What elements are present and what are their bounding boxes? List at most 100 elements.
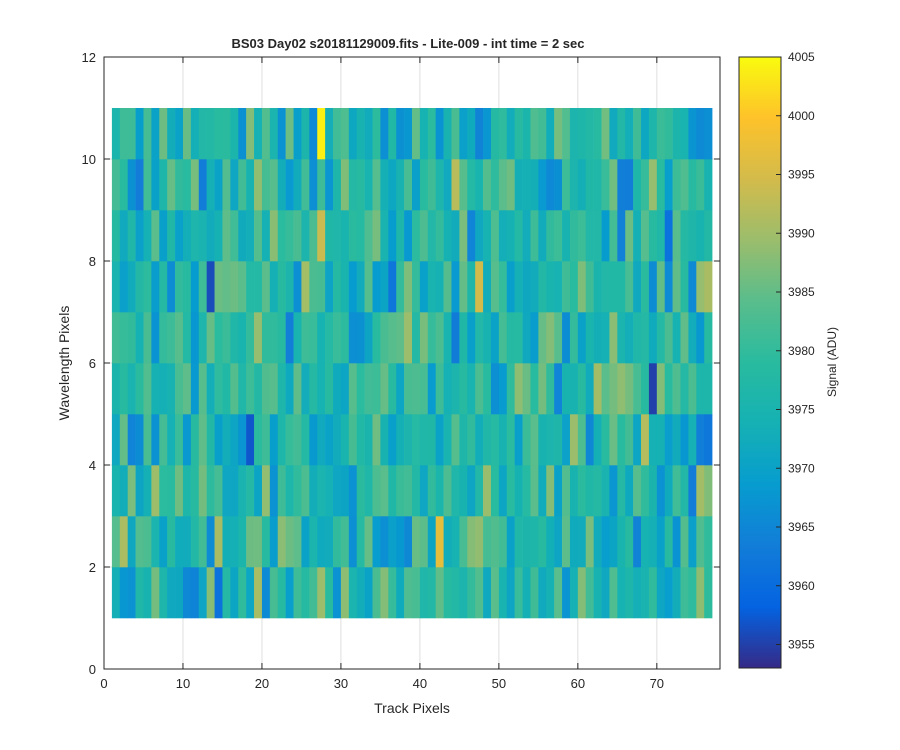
heatmap-cell: [601, 108, 610, 160]
heatmap-cell: [467, 210, 476, 262]
heatmap-cell: [206, 465, 215, 517]
heatmap-cell: [419, 159, 429, 211]
heatmap-cell: [111, 261, 121, 313]
heatmap-cell: [648, 108, 658, 160]
heatmap-cell: [404, 567, 413, 619]
heatmap-cell: [554, 363, 563, 415]
heatmap-cell: [293, 210, 302, 262]
heatmap-cell: [656, 414, 666, 466]
heatmap-cell: [546, 312, 555, 364]
heatmap-cell: [562, 108, 571, 160]
heatmap-cell: [198, 363, 207, 415]
heatmap-cell: [151, 465, 160, 517]
heatmap-cell: [340, 261, 350, 313]
heatmap-cell: [293, 363, 302, 415]
heatmap-cell: [261, 363, 271, 415]
heatmap-cell: [404, 363, 413, 415]
heatmap-cell: [435, 312, 444, 364]
heatmap-cell: [506, 465, 515, 517]
heatmap-cell: [625, 567, 634, 619]
heatmap-cell: [459, 159, 468, 211]
heatmap-cell: [617, 363, 626, 415]
heatmap-cell: [680, 312, 689, 364]
heatmap-cell: [175, 210, 184, 262]
y-tick-label: 12: [82, 50, 96, 65]
heatmap-cell: [388, 363, 397, 415]
heatmap-cell: [159, 210, 168, 262]
y-tick-label: 10: [82, 152, 96, 167]
heatmap-cell: [175, 567, 184, 619]
heatmap-cell: [198, 108, 207, 160]
heatmap-cell: [190, 516, 200, 568]
heatmap-cell: [167, 159, 176, 211]
heatmap-cell: [230, 108, 239, 160]
heatmap-cell: [585, 567, 594, 619]
heatmap-cell: [190, 414, 200, 466]
heatmap-cell: [443, 108, 452, 160]
heatmap-cell: [530, 261, 539, 313]
heatmap-cell: [483, 159, 492, 211]
heatmap-cell: [562, 567, 571, 619]
heatmap-cell: [111, 108, 121, 160]
heatmap-cell: [293, 516, 302, 568]
heatmap-cell: [483, 210, 492, 262]
heatmap-cell: [143, 159, 152, 211]
heatmap-cell: [348, 261, 358, 313]
colorbar-tick-label: 3985: [788, 285, 815, 299]
heatmap-cell: [696, 159, 705, 211]
heatmap-cell: [301, 465, 310, 517]
heatmap-cell: [593, 261, 602, 313]
heatmap-cell: [285, 465, 294, 517]
heatmap-cell: [412, 108, 421, 160]
heatmap-cell: [467, 108, 476, 160]
heatmap-cell: [459, 465, 468, 517]
heatmap-cell: [348, 159, 358, 211]
heatmap-cell: [254, 414, 263, 466]
heatmap-cell: [490, 108, 500, 160]
heatmap-cell: [127, 465, 136, 517]
heatmap-cell: [585, 414, 594, 466]
heatmap-cell: [672, 414, 681, 466]
heatmap-cell: [340, 159, 350, 211]
heatmap-cell: [340, 567, 350, 619]
heatmap-cell: [309, 261, 318, 313]
heatmap-cell: [483, 567, 492, 619]
heatmap-cell: [151, 159, 160, 211]
heatmap-cell: [633, 465, 642, 517]
heatmap-cell: [348, 312, 358, 364]
heatmap-cell: [230, 159, 239, 211]
heatmap-cell: [404, 261, 413, 313]
heatmap-cell: [593, 516, 602, 568]
heatmap-cell: [506, 210, 515, 262]
heatmap-cell: [111, 414, 121, 466]
heatmap-cell: [546, 465, 555, 517]
heatmap-cell: [159, 516, 168, 568]
heatmap-cell: [664, 261, 673, 313]
heatmap-cell: [277, 210, 286, 262]
heatmap-cell: [127, 414, 136, 466]
colorbar-ticks: 3955 3960 3965 3970 3975 3980 3985 3990 3995 4000…: [776, 50, 815, 652]
heatmap-cell: [404, 465, 413, 517]
heatmap-cell: [175, 159, 184, 211]
heatmap-cell: [135, 516, 144, 568]
heatmap-cell: [269, 414, 279, 466]
heatmap-cell: [609, 465, 618, 517]
heatmap-cell: [648, 312, 658, 364]
heatmap-cell: [696, 567, 705, 619]
colorbar-tick-label: 3980: [788, 344, 815, 358]
heatmap-cell: [427, 312, 436, 364]
heatmap-cell: [380, 567, 389, 619]
heatmap-cell: [238, 414, 247, 466]
y-tick-label: 2: [89, 560, 96, 575]
heatmap-cell: [143, 108, 152, 160]
heatmap-cell: [569, 516, 579, 568]
heatmap-cell: [214, 159, 223, 211]
heatmap-cell: [498, 465, 508, 517]
heatmap-cell: [372, 312, 381, 364]
heatmap-cell: [451, 261, 460, 313]
heatmap-cell: [182, 108, 192, 160]
heatmap-cell: [680, 108, 689, 160]
heatmap-cell: [562, 261, 571, 313]
heatmap-cell: [617, 516, 626, 568]
heatmap-cell: [609, 516, 618, 568]
